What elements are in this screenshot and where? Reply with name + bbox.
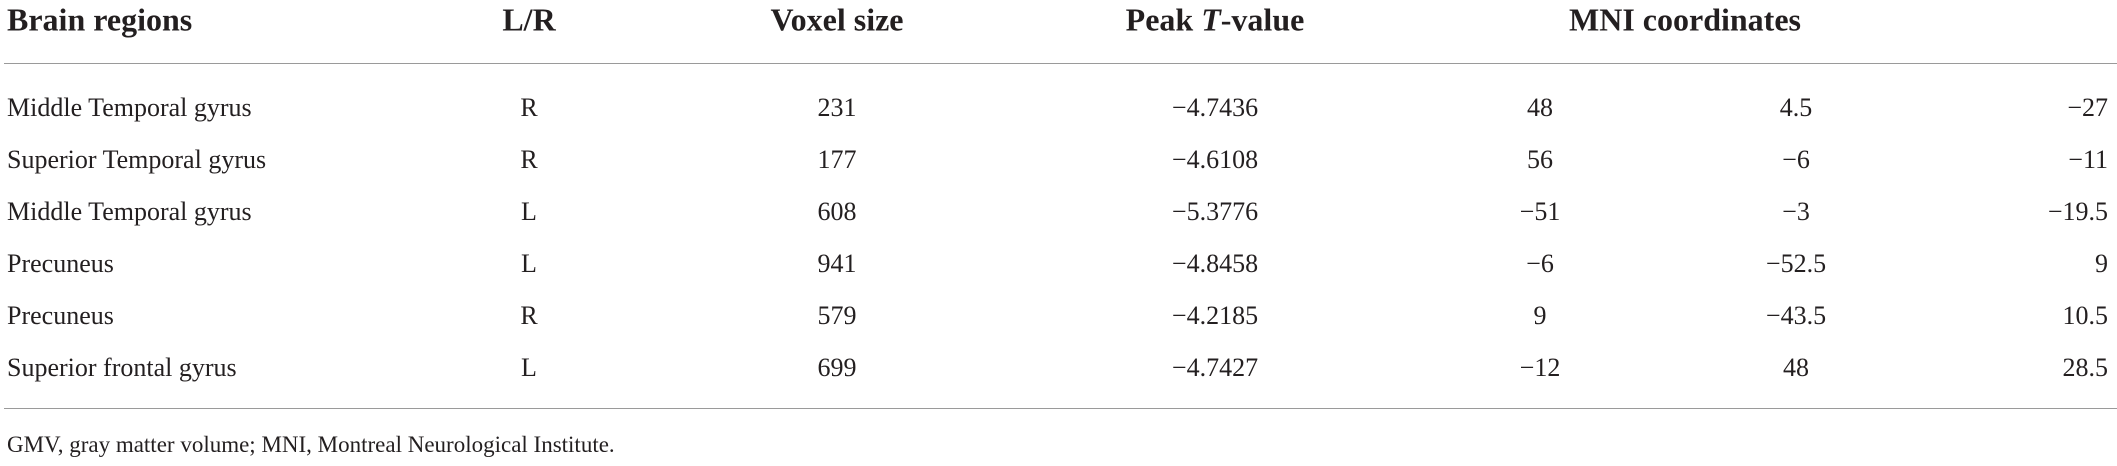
table-cell: −4.2185	[1171, 301, 1259, 330]
column-header: MNI coordinates	[1569, 1, 1801, 38]
table-cell: Precuneus	[7, 301, 114, 330]
table-cell: 56	[1527, 145, 1553, 174]
table-cell: 579	[817, 301, 857, 330]
header-text-part: -value	[1220, 1, 1305, 38]
table-cell: −52.5	[1765, 249, 1827, 278]
table-cell: 699	[817, 353, 857, 382]
header-text-part: Peak	[1125, 1, 1202, 38]
table-cell: −5.3776	[1171, 197, 1259, 226]
table-cell: Precuneus	[7, 249, 114, 278]
table-cell: −12	[1519, 353, 1561, 382]
table-cell: 941	[817, 249, 857, 278]
table-cell: 9	[2095, 249, 2108, 278]
table-cell: −4.8458	[1171, 249, 1259, 278]
table-cell: L	[521, 249, 537, 278]
table-cell: Middle Temporal gyrus	[7, 197, 252, 226]
table-cell: 48	[1527, 93, 1553, 122]
table-cell: −6	[1526, 249, 1554, 278]
table-cell: −4.7427	[1171, 353, 1259, 382]
table-cell: −4.7436	[1171, 93, 1259, 122]
table-cell: −3	[1782, 197, 1810, 226]
table-cell: 28.5	[2062, 353, 2109, 382]
table-cell: 177	[817, 145, 857, 174]
table-cell: 231	[817, 93, 857, 122]
table-cell: −51	[1519, 197, 1561, 226]
table-cell: Superior frontal gyrus	[7, 353, 237, 382]
table-cell: −6	[1782, 145, 1810, 174]
table-cell: −11	[2068, 145, 2108, 174]
table-cell: R	[520, 93, 538, 122]
column-header: Voxel size	[770, 1, 904, 38]
table-cell: 48	[1783, 353, 1809, 382]
table-cell: 608	[817, 197, 857, 226]
table-cell: Superior Temporal gyrus	[7, 145, 267, 174]
column-header: Brain regions	[7, 1, 193, 38]
table-cell: 10.5	[2062, 301, 2109, 330]
table-cell: 4.5	[1779, 93, 1813, 122]
table-cell: −19.5	[2047, 197, 2108, 226]
footnote: GMV, gray matter volume; MNI, Montreal N…	[7, 432, 615, 457]
table-cell: R	[520, 301, 538, 330]
table-cell: L	[521, 353, 537, 382]
header-rule	[4, 63, 2117, 64]
table-cell: R	[520, 145, 538, 174]
table-cell: 9	[1533, 301, 1547, 330]
header-text-part: T	[1201, 1, 1221, 38]
table-cell: Middle Temporal gyrus	[7, 93, 252, 122]
column-header: Peak T-value	[1126, 2, 1305, 39]
column-header: L/R	[502, 1, 556, 38]
bottom-rule	[4, 408, 2117, 409]
table-cell: L	[521, 197, 537, 226]
table-cell: −27	[2067, 93, 2108, 122]
table-cell: −43.5	[1765, 301, 1827, 330]
table-cell: −4.6108	[1171, 145, 1259, 174]
